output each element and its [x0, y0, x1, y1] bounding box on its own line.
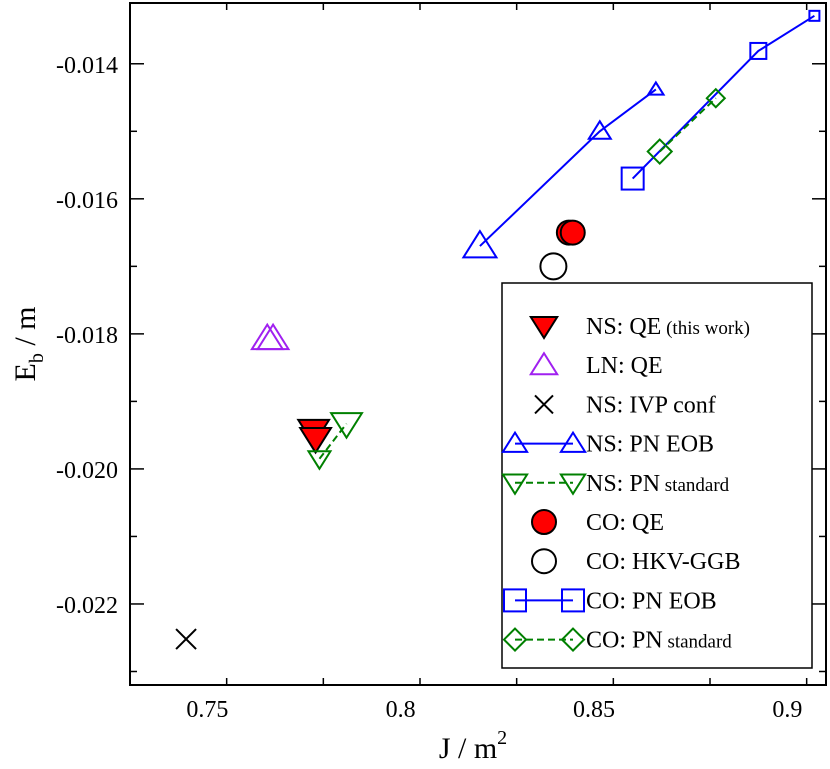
legend-entry-ln-qe: LN: QE	[528, 351, 663, 379]
x-tick-label: 0.8	[386, 697, 416, 723]
ns-pn-eob-point	[586, 119, 613, 140]
legend-entry-ns-qe-this-work: NS: QE (this work)	[528, 314, 750, 340]
ns-pn-standard-point	[306, 450, 333, 471]
legend-entry-ns-pn-standard: NS: PN standard	[501, 471, 730, 497]
legend-label: CO: QE	[586, 510, 664, 536]
legend-label-main: LN: QE	[586, 353, 663, 379]
co-pn-standard-line	[659, 97, 717, 153]
legend-label: NS: IVP conf	[586, 392, 716, 418]
legend-marker	[561, 588, 585, 613]
co-pn-eob-line	[631, 14, 815, 180]
ln-qe-point	[250, 322, 285, 351]
legend-marker	[531, 548, 557, 575]
plot-frame	[129, 2, 827, 686]
y-axis-label-suffix: / m	[9, 307, 42, 354]
legend-marker	[502, 627, 528, 653]
legend-label-small: (this work)	[661, 318, 750, 339]
tick-labels: 0.75 0.8 0.85 0.9 -0.022 -0.020 -0.018 -0.016 -0…	[56, 53, 802, 723]
co-hkv-ggb-point	[539, 252, 568, 281]
legend-entry-co-qe: CO: QE	[531, 509, 664, 536]
co-pn-standard-point	[646, 138, 674, 165]
ns-pn-eob-point	[461, 229, 499, 259]
legend-label-small: standard	[663, 632, 733, 653]
co-pn-eob-point	[749, 41, 768, 60]
legend-marker	[531, 509, 557, 535]
co-pn-standard-point	[705, 87, 727, 109]
y-tick-label: -0.016	[56, 188, 118, 214]
legend-marker	[528, 351, 560, 376]
legend-marker	[559, 430, 587, 453]
y-tick-label: -0.022	[56, 593, 118, 619]
legend-label: CO: HKV-GGB	[586, 549, 740, 575]
legend-label-main: NS: QE	[586, 314, 661, 340]
legend-label: CO: PN EOB	[586, 588, 717, 614]
co-pn-eob-point	[620, 166, 645, 191]
y-axis-label: Eb / m	[9, 307, 48, 382]
data-layer	[175, 9, 821, 650]
co-qe-point	[559, 219, 586, 246]
legend-marker	[528, 316, 560, 340]
legend-label: NS: QE (this work)	[586, 314, 750, 340]
x-tick-label: 0.75	[186, 697, 228, 723]
ns-ivp-conf-point	[175, 628, 197, 650]
x-axis-label-sup: 2	[497, 727, 507, 749]
legend-entry-co-pn-standard: CO: PN standard	[502, 627, 732, 654]
legend-label: CO: PN standard	[586, 628, 732, 654]
legend-box	[501, 282, 813, 669]
y-tick-label: -0.014	[56, 53, 118, 79]
legend-entry-ns-pn-eob: NS: PN EOB	[501, 430, 714, 458]
legend-label: NS: PN EOB	[586, 432, 714, 458]
legend-marker	[501, 473, 529, 496]
axes-ticks	[129, 3, 826, 685]
ln-qe-point	[255, 322, 291, 351]
legend-label: NS: PN standard	[586, 471, 730, 497]
legend-entry-ns-ivp-conf: NS: IVP conf	[534, 392, 716, 418]
y-axis-label-sub: b	[26, 353, 48, 363]
x-tick-label: 0.85	[573, 697, 615, 723]
ns-pn-eob-point	[646, 80, 666, 96]
legend-label: LN: QE	[586, 353, 663, 379]
legend-label-main: NS: PN EOB	[586, 432, 714, 458]
legend-entry-co-hkv-ggb: CO: HKV-GGB	[531, 548, 740, 575]
legend-marker	[503, 588, 527, 613]
legend-marker	[534, 394, 554, 415]
legend-label-main: CO: HKV-GGB	[586, 549, 740, 575]
ns-qe-this-work-point	[298, 427, 333, 455]
legend-label-main: CO: QE	[586, 510, 664, 536]
co-pn-eob-point	[808, 9, 821, 22]
y-tick-label: -0.020	[56, 458, 118, 484]
ns-pn-standard-point	[329, 412, 364, 440]
legend-marker	[501, 430, 529, 453]
legend: NS: QE (this work) LN: QE NS: IVP conf NS: …	[501, 282, 813, 669]
legend-marker	[559, 473, 587, 496]
ns-pn-eob-line	[479, 88, 657, 247]
legend-label-main: NS: PN	[586, 471, 660, 497]
legend-label-main: CO: PN EOB	[586, 588, 717, 614]
y-tick-label: -0.018	[56, 323, 118, 349]
legend-label-main: NS: IVP conf	[586, 392, 716, 418]
legend-entry-co-pn-eob: CO: PN EOB	[503, 588, 717, 614]
legend-marker	[560, 627, 586, 653]
legend-label-main: CO: PN	[586, 628, 663, 654]
legend-label-small: standard	[660, 475, 730, 496]
x-tick-label: 0.9	[772, 697, 802, 723]
x-axis-label: J / m2	[439, 727, 507, 765]
